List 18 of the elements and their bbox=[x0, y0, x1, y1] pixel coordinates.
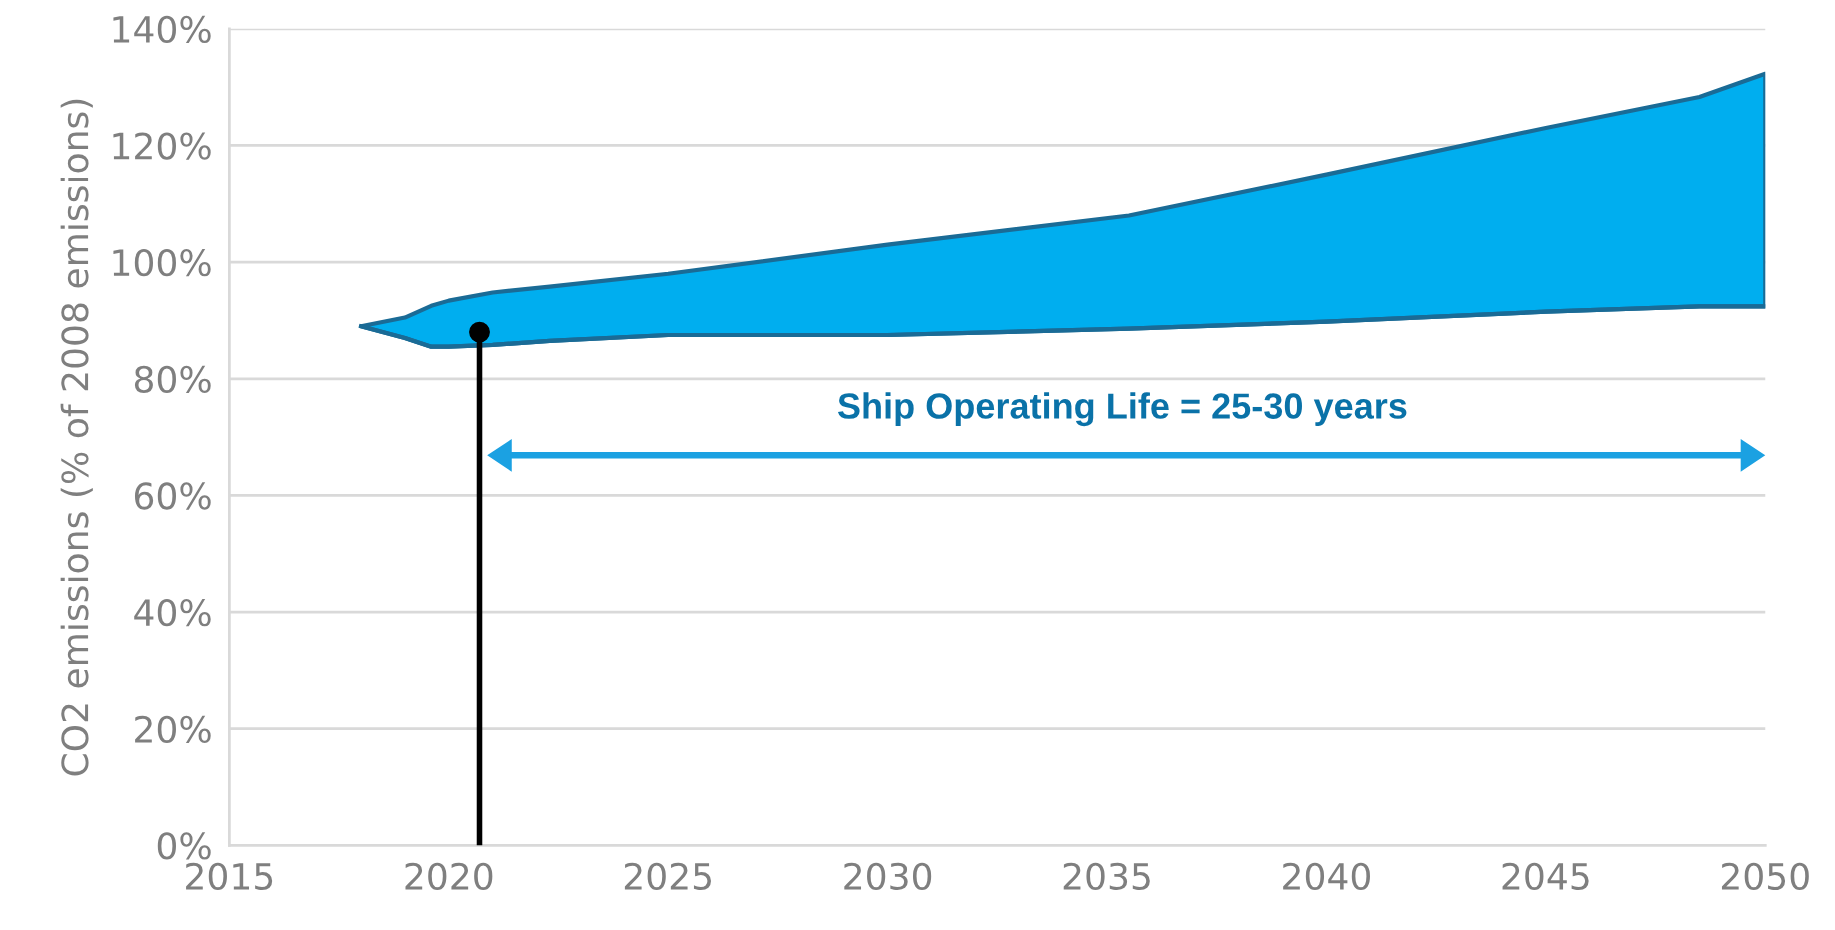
y-tick-label: 20% bbox=[135, 715, 211, 743]
x-tick-label: 2025 bbox=[624, 862, 711, 890]
x-tick-label: 2050 bbox=[1721, 862, 1809, 890]
x-tick-label: 2040 bbox=[1283, 862, 1370, 890]
y-tick-label: 0% bbox=[157, 832, 211, 860]
y-tick-label: 40% bbox=[134, 598, 211, 627]
y-axis-title: CO2 emissions (% of 2008 emissions) bbox=[60, 99, 93, 776]
y-tick-label: 60% bbox=[134, 482, 211, 510]
annotation: Ship Operating Life = 25-30 years bbox=[837, 392, 1407, 427]
x-tick-label: 2035 bbox=[1063, 862, 1150, 890]
x-tick-label: 2030 bbox=[844, 862, 932, 890]
x-tick-label: 2020 bbox=[405, 862, 493, 890]
y-tick-label: 100% bbox=[113, 249, 211, 277]
y-tick-label: 140% bbox=[113, 15, 211, 44]
y-tick-label: 120% bbox=[113, 132, 211, 160]
x-tick-label: 2045 bbox=[1502, 862, 1589, 890]
x-tick-label: 2015 bbox=[186, 862, 273, 890]
y-tick-label: 80% bbox=[134, 365, 211, 394]
